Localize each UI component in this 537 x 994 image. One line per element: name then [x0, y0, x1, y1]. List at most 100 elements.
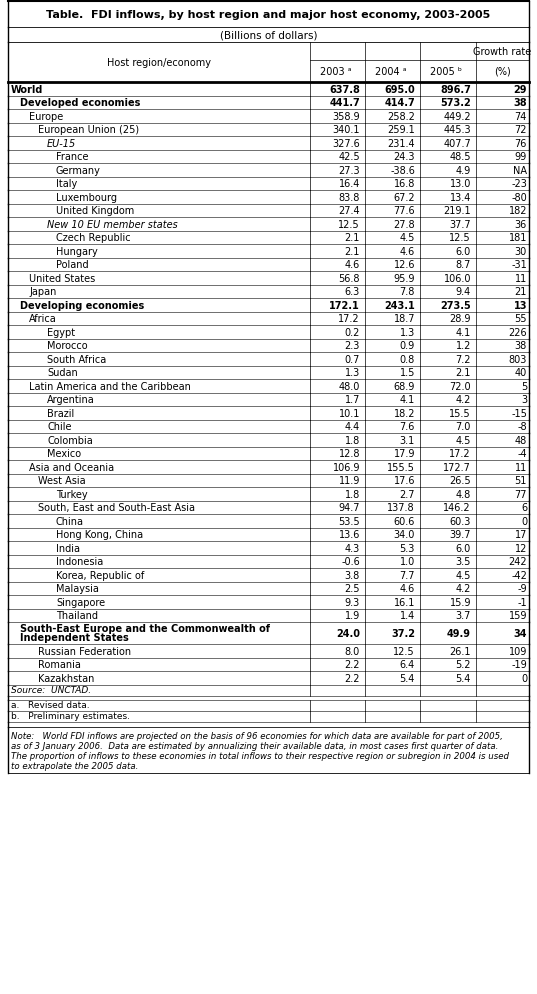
- Text: 40: 40: [515, 368, 527, 378]
- Text: 4.5: 4.5: [400, 233, 415, 243]
- Text: 48.0: 48.0: [339, 382, 360, 392]
- Text: 76: 76: [514, 138, 527, 148]
- Text: Turkey: Turkey: [56, 489, 88, 499]
- Text: 7.8: 7.8: [400, 287, 415, 297]
- Text: 6.0: 6.0: [456, 247, 471, 256]
- Text: 4.3: 4.3: [345, 543, 360, 554]
- Text: 159: 159: [509, 610, 527, 620]
- Text: 99: 99: [515, 152, 527, 162]
- Text: 106.0: 106.0: [444, 273, 471, 283]
- Text: 15.5: 15.5: [449, 409, 471, 418]
- Text: The proportion of inflows to these economies in total inflows to their respectiv: The proportion of inflows to these econo…: [11, 751, 509, 760]
- Text: 3.1: 3.1: [400, 435, 415, 445]
- Text: Hungary: Hungary: [56, 247, 98, 256]
- Text: New 10 EU member states: New 10 EU member states: [47, 220, 178, 230]
- Text: 4.9: 4.9: [456, 166, 471, 176]
- Text: 2005 ᵇ: 2005 ᵇ: [431, 67, 462, 77]
- Text: 6.3: 6.3: [345, 287, 360, 297]
- Text: South Africa: South Africa: [47, 355, 106, 365]
- Text: Egypt: Egypt: [47, 327, 75, 337]
- Text: 2.7: 2.7: [400, 489, 415, 499]
- Text: -42: -42: [511, 571, 527, 580]
- Text: 7.7: 7.7: [400, 571, 415, 580]
- Text: 13.6: 13.6: [339, 530, 360, 540]
- Text: 5: 5: [521, 382, 527, 392]
- Text: -19: -19: [511, 660, 527, 670]
- Text: 3.8: 3.8: [345, 571, 360, 580]
- Text: 42.5: 42.5: [338, 152, 360, 162]
- Text: 37.2: 37.2: [391, 628, 415, 638]
- Text: 95.9: 95.9: [394, 273, 415, 283]
- Text: 26.5: 26.5: [449, 476, 471, 486]
- Text: 1.8: 1.8: [345, 435, 360, 445]
- Text: Romania: Romania: [38, 660, 81, 670]
- Text: 109: 109: [509, 646, 527, 656]
- Text: 1.3: 1.3: [400, 327, 415, 337]
- Text: a.   Revised data.: a. Revised data.: [11, 701, 90, 710]
- Text: 1.0: 1.0: [400, 557, 415, 567]
- Text: West Asia: West Asia: [38, 476, 85, 486]
- Text: 2.2: 2.2: [345, 673, 360, 683]
- Text: -8: -8: [517, 421, 527, 431]
- Text: 11: 11: [515, 462, 527, 472]
- Text: 17.9: 17.9: [394, 449, 415, 459]
- Text: 0: 0: [521, 516, 527, 526]
- Text: -80: -80: [511, 193, 527, 203]
- Text: 83.8: 83.8: [339, 193, 360, 203]
- Text: Argentina: Argentina: [47, 395, 95, 405]
- Text: France: France: [56, 152, 89, 162]
- Text: South, East and South-East Asia: South, East and South-East Asia: [38, 503, 195, 513]
- Text: 77.6: 77.6: [394, 206, 415, 216]
- Text: 4.6: 4.6: [400, 583, 415, 593]
- Text: 273.5: 273.5: [440, 300, 471, 310]
- Text: 2003 ᵃ: 2003 ᵃ: [320, 67, 352, 77]
- Text: Colombia: Colombia: [47, 435, 93, 445]
- Text: United States: United States: [29, 273, 95, 283]
- Text: Brazil: Brazil: [47, 409, 74, 418]
- Text: Developed economies: Developed economies: [20, 98, 140, 108]
- Text: 0: 0: [521, 673, 527, 683]
- Text: 5.2: 5.2: [455, 660, 471, 670]
- Text: 4.5: 4.5: [455, 435, 471, 445]
- Text: 2.2: 2.2: [345, 660, 360, 670]
- Text: 39.7: 39.7: [449, 530, 471, 540]
- Text: 1.9: 1.9: [345, 610, 360, 620]
- Text: to extrapolate the 2005 data.: to extrapolate the 2005 data.: [11, 761, 139, 770]
- Text: 4.1: 4.1: [456, 327, 471, 337]
- Text: 803: 803: [509, 355, 527, 365]
- Text: 28.9: 28.9: [449, 314, 471, 324]
- Text: -4: -4: [517, 449, 527, 459]
- Text: 16.4: 16.4: [339, 179, 360, 189]
- Text: 12.8: 12.8: [338, 449, 360, 459]
- Text: -0.6: -0.6: [341, 557, 360, 567]
- Text: 181: 181: [509, 233, 527, 243]
- Text: 49.9: 49.9: [447, 628, 471, 638]
- Text: 17.2: 17.2: [449, 449, 471, 459]
- Text: 12.5: 12.5: [338, 220, 360, 230]
- Text: 24.3: 24.3: [394, 152, 415, 162]
- Text: 1.2: 1.2: [455, 341, 471, 351]
- Text: Independent States: Independent States: [20, 633, 129, 643]
- Text: 21: 21: [514, 287, 527, 297]
- Text: 53.5: 53.5: [338, 516, 360, 526]
- Text: 226: 226: [509, 327, 527, 337]
- Text: Singapore: Singapore: [56, 597, 105, 607]
- Text: as of 3 January 2006.  Data are estimated by annualizing their available data, i: as of 3 January 2006. Data are estimated…: [11, 742, 498, 750]
- Text: 4.2: 4.2: [455, 395, 471, 405]
- Text: Czech Republic: Czech Republic: [56, 233, 130, 243]
- Text: 2004 ᵃ: 2004 ᵃ: [375, 67, 407, 77]
- Text: South-East Europe and the Commonwealth of: South-East Europe and the Commonwealth o…: [20, 624, 270, 634]
- Text: 3.7: 3.7: [455, 610, 471, 620]
- Text: 77: 77: [514, 489, 527, 499]
- Text: 2.1: 2.1: [345, 247, 360, 256]
- Text: 17.2: 17.2: [338, 314, 360, 324]
- Text: 414.7: 414.7: [384, 98, 415, 108]
- Text: China: China: [56, 516, 84, 526]
- Text: (%): (%): [494, 67, 511, 77]
- Text: 445.3: 445.3: [444, 125, 471, 135]
- Text: 27.3: 27.3: [338, 166, 360, 176]
- Text: 48: 48: [515, 435, 527, 445]
- Text: 38: 38: [515, 341, 527, 351]
- Text: 51: 51: [514, 476, 527, 486]
- Text: 2.1: 2.1: [345, 233, 360, 243]
